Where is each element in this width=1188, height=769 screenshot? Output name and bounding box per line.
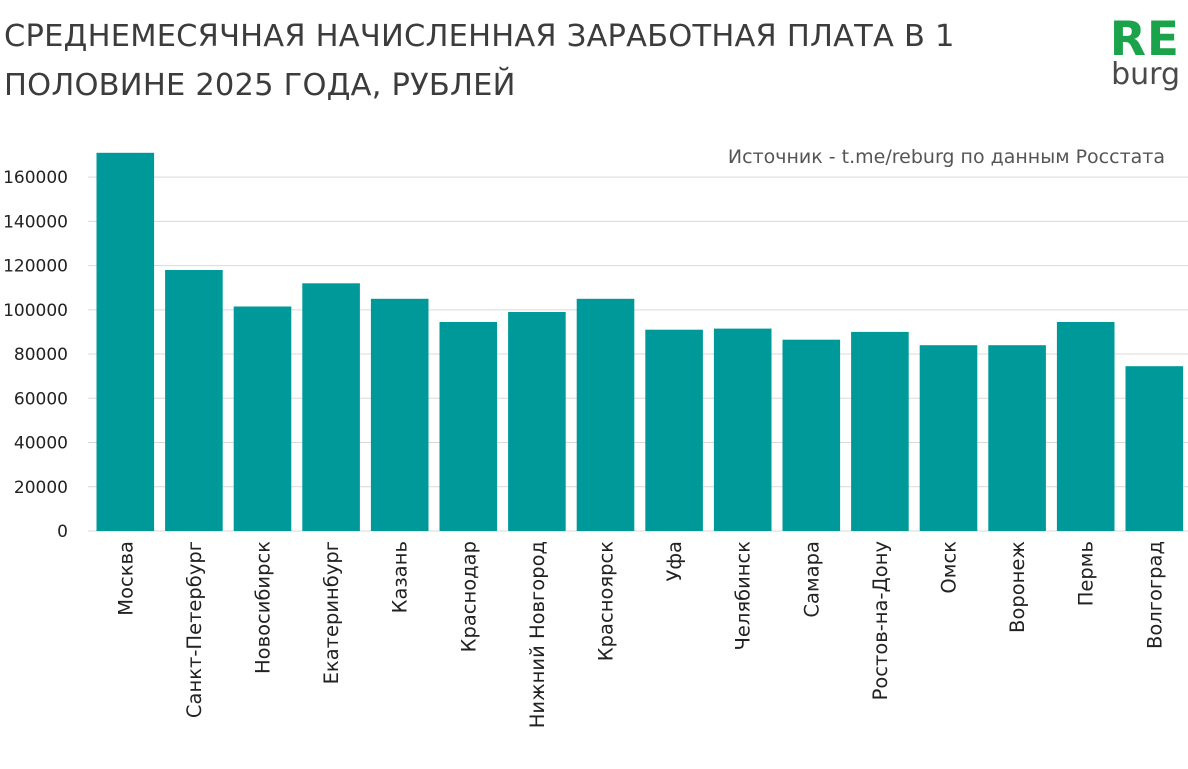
bar	[1056, 322, 1115, 531]
y-tick-label: 120000	[3, 257, 68, 277]
x-tick-label: Краснодар	[457, 541, 480, 652]
bars	[96, 152, 1184, 532]
y-tick-label: 20000	[14, 478, 68, 498]
bar	[439, 322, 498, 531]
y-tick-label: 0	[57, 522, 68, 542]
bar	[96, 152, 155, 532]
x-tick-label: Новосибирск	[252, 541, 275, 674]
chart-title-line-1: СРЕДНЕМЕСЯЧНАЯ НАЧИСЛЕННАЯ ЗАРАБОТНАЯ ПЛ…	[4, 19, 955, 54]
y-tick-label: 60000	[14, 389, 68, 409]
bar	[919, 345, 978, 531]
bar	[576, 298, 635, 531]
x-tick-label: Санкт-Петербург	[183, 541, 206, 718]
x-tick-label: Пермь	[1075, 541, 1098, 606]
x-tick-label: Екатеринбург	[320, 541, 343, 684]
bar	[851, 331, 909, 531]
x-tick-label: Красноярск	[595, 541, 618, 661]
x-tick-label: Нижний Новгород	[526, 541, 549, 728]
x-tick-label: Волгоград	[1143, 541, 1166, 649]
reburg-logo: RE burg	[1098, 16, 1180, 90]
bar	[713, 328, 772, 531]
y-tick-label: 140000	[3, 212, 68, 232]
bar	[165, 270, 223, 531]
x-tick-label: Уфа	[663, 541, 686, 582]
y-tick-label: 160000	[3, 168, 68, 188]
chart-title: СРЕДНЕМЕСЯЧНАЯ НАЧИСЛЕННАЯ ЗАРАБОТНАЯ ПЛ…	[4, 12, 1044, 110]
x-axis-labels: Москва Санкт-Петербург Новосибирск Екатерин…	[114, 541, 1166, 728]
x-tick-label: Челябинск	[732, 541, 755, 651]
bar	[302, 283, 360, 531]
bar	[1125, 366, 1184, 531]
logo-burg-text: burg	[1111, 57, 1180, 92]
bar	[233, 306, 292, 531]
y-tick-label: 40000	[14, 434, 68, 454]
x-tick-label: Омск	[938, 541, 961, 594]
logo-re-text: RE	[1109, 12, 1180, 67]
x-tick-label: Москва	[114, 541, 137, 616]
x-tick-label: Воронеж	[1006, 541, 1029, 633]
y-tick-label: 80000	[14, 345, 68, 365]
bar	[988, 345, 1046, 531]
chart-title-line-2: ПОЛОВИНЕ 2025 ГОДА, РУБЛЕЙ	[4, 68, 516, 103]
bar	[370, 298, 429, 531]
bar	[782, 339, 841, 531]
bar	[508, 312, 566, 531]
bar	[645, 329, 703, 531]
source-note: Источник - t.me/reburg по данным Росстат…	[727, 146, 1165, 168]
x-tick-label: Самара	[800, 541, 823, 618]
x-tick-label: Ростов-на-Дону	[869, 541, 892, 700]
y-axis-ticks: 0 20000 40000 60000 80000 100000 120000 140000 1…	[3, 168, 68, 542]
x-tick-label: Казань	[389, 541, 412, 613]
y-tick-label: 100000	[3, 301, 68, 321]
